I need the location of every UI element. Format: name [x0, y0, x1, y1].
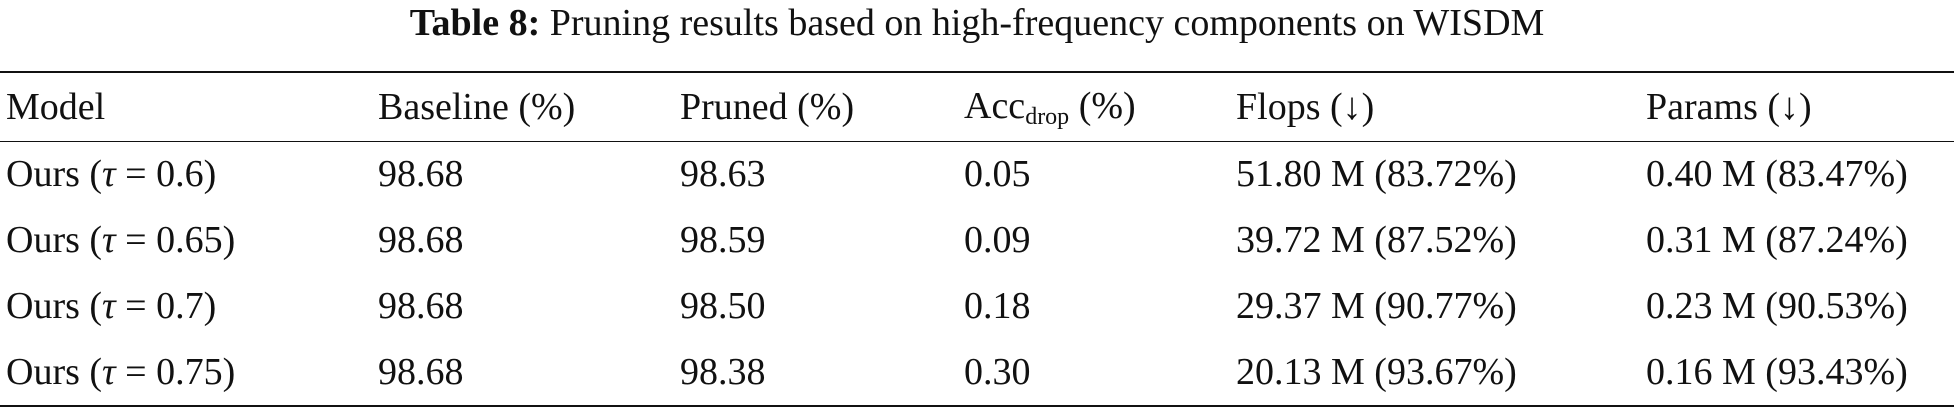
cell-pruned: 98.63 [680, 153, 766, 195]
tau-value: = 0.65) [115, 219, 236, 261]
cell-acc-drop: 0.18 [964, 285, 1031, 327]
tau-symbol: τ [102, 153, 116, 195]
cell-baseline: 98.68 [378, 219, 464, 261]
cell-params: 0.16 M (93.43%) [1646, 351, 1908, 393]
cell-baseline: 98.68 [378, 285, 464, 327]
model-prefix: Ours ( [6, 351, 103, 393]
caption-text: Pruning results based on high-frequency … [549, 2, 1545, 44]
header-pruned: Pruned (%) [680, 86, 855, 128]
cell-flops: 29.37 M (90.77%) [1236, 285, 1517, 327]
results-table: Model Baseline (%) Pruned (%) Accdrop (%… [0, 73, 1946, 405]
table-row: Ours (τ = 0.7) 98.68 98.50 0.18 29.37 M … [0, 273, 1946, 339]
tau-symbol: τ [102, 219, 116, 261]
header-baseline: Baseline (%) [378, 86, 576, 128]
header-acc-drop: Accdrop (%) [964, 73, 1236, 141]
cell-acc-drop: 0.09 [964, 219, 1031, 261]
model-prefix: Ours ( [6, 153, 103, 195]
header-rule [0, 141, 1954, 142]
cell-acc-drop: 0.05 [964, 153, 1031, 195]
cell-baseline: 98.68 [378, 153, 464, 195]
cell-flops: 20.13 M (93.67%) [1236, 351, 1517, 393]
tau-value: = 0.75) [115, 351, 236, 393]
cell-params: 0.40 M (83.47%) [1646, 153, 1908, 195]
cell-model: Ours (τ = 0.75) [0, 339, 378, 405]
cell-baseline: 98.68 [378, 351, 464, 393]
cell-params: 0.31 M (87.24%) [1646, 219, 1908, 261]
header-params: Params (↓) [1646, 86, 1812, 128]
cell-model: Ours (τ = 0.6) [0, 141, 378, 207]
header-model: Model [6, 86, 106, 128]
cell-pruned: 98.38 [680, 351, 766, 393]
cell-pruned: 98.59 [680, 219, 766, 261]
tau-value: = 0.7) [115, 285, 217, 327]
header-flops: Flops (↓) [1236, 86, 1375, 128]
model-prefix: Ours ( [6, 285, 103, 327]
table-row: Ours (τ = 0.75) 98.68 98.38 0.30 20.13 M… [0, 339, 1946, 405]
top-rule [0, 71, 1954, 73]
cell-model: Ours (τ = 0.7) [0, 273, 378, 339]
cell-flops: 39.72 M (87.52%) [1236, 219, 1517, 261]
cell-model: Ours (τ = 0.65) [0, 207, 378, 273]
cell-flops: 51.80 M (83.72%) [1236, 153, 1517, 195]
header-acc-unit: (%) [1069, 84, 1136, 127]
header-row: Model Baseline (%) Pruned (%) Accdrop (%… [0, 73, 1946, 141]
bottom-rule [0, 405, 1954, 407]
cell-params: 0.23 M (90.53%) [1646, 285, 1908, 327]
caption-label: Table 8: [409, 2, 541, 44]
tau-symbol: τ [102, 285, 116, 327]
header-acc-main: Acc [964, 84, 1026, 127]
table-row: Ours (τ = 0.65) 98.68 98.59 0.09 39.72 M… [0, 207, 1946, 273]
model-prefix: Ours ( [6, 219, 103, 261]
cell-pruned: 98.50 [680, 285, 766, 327]
cell-acc-drop: 0.30 [964, 351, 1031, 393]
tau-value: = 0.6) [115, 153, 217, 195]
header-acc-subscript: drop [1025, 103, 1070, 130]
table-caption: Table 8: Pruning results based on high-f… [0, 0, 1954, 46]
tau-symbol: τ [102, 351, 116, 393]
table-row: Ours (τ = 0.6) 98.68 98.63 0.05 51.80 M … [0, 141, 1946, 207]
